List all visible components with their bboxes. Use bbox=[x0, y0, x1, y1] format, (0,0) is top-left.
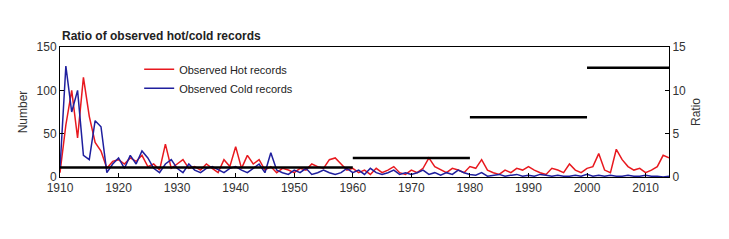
svg-text:0: 0 bbox=[672, 170, 679, 184]
svg-text:1990: 1990 bbox=[515, 181, 542, 195]
svg-text:50: 50 bbox=[43, 127, 57, 141]
svg-text:Observed Hot records: Observed Hot records bbox=[179, 64, 287, 76]
svg-text:150: 150 bbox=[37, 40, 57, 54]
svg-text:1910: 1910 bbox=[47, 181, 74, 195]
svg-text:100: 100 bbox=[37, 84, 57, 98]
svg-text:0: 0 bbox=[50, 170, 57, 184]
svg-text:1920: 1920 bbox=[105, 181, 132, 195]
svg-text:15: 15 bbox=[672, 40, 686, 54]
svg-text:1950: 1950 bbox=[281, 181, 308, 195]
svg-text:5: 5 bbox=[672, 127, 679, 141]
svg-text:1940: 1940 bbox=[222, 181, 249, 195]
svg-text:10: 10 bbox=[672, 84, 686, 98]
svg-text:Observed Cold records: Observed Cold records bbox=[179, 83, 293, 95]
svg-text:1970: 1970 bbox=[398, 181, 425, 195]
svg-text:1980: 1980 bbox=[457, 181, 484, 195]
svg-text:2000: 2000 bbox=[574, 181, 601, 195]
svg-text:2010: 2010 bbox=[632, 181, 659, 195]
svg-text:Ratio of observed hot/cold rec: Ratio of observed hot/cold records bbox=[62, 29, 261, 43]
svg-text:Ratio: Ratio bbox=[689, 98, 703, 126]
svg-text:Number: Number bbox=[16, 91, 30, 134]
svg-text:1960: 1960 bbox=[339, 181, 366, 195]
svg-text:1930: 1930 bbox=[164, 181, 191, 195]
